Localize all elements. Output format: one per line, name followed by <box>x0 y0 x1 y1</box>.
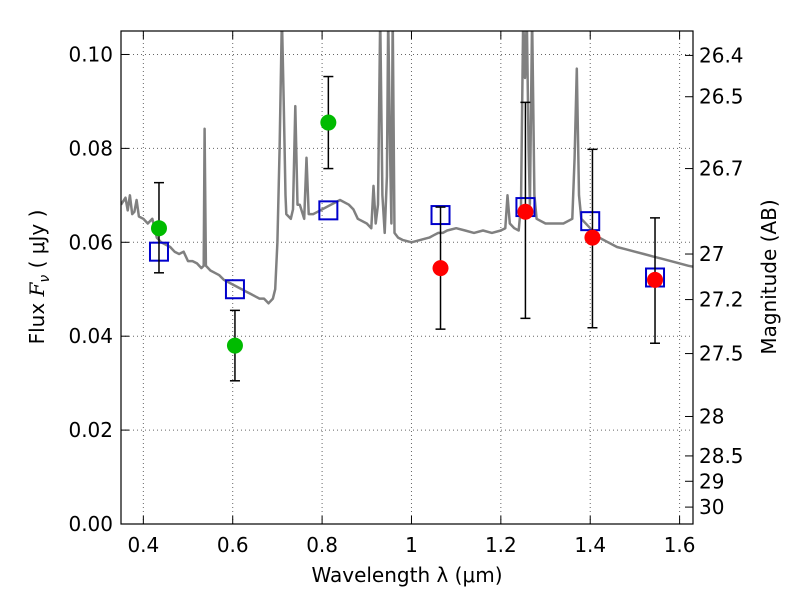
right-tick-label: 28 <box>699 404 724 428</box>
observed_nir-point <box>647 271 664 288</box>
right-tick-label: 30 <box>699 495 724 519</box>
right-tick-label: 28.5 <box>699 444 744 468</box>
marker-layer <box>148 75 666 382</box>
right-tick-label: 27.5 <box>699 342 744 366</box>
x-tick-label: 0.4 <box>127 533 159 557</box>
plot-frame <box>120 30 694 525</box>
x-tick-label: 1 <box>405 533 418 557</box>
model-photometry-square <box>224 279 245 300</box>
observed_nir-point <box>432 260 449 277</box>
x-tick-label: 0.6 <box>217 533 249 557</box>
y-tick-label: 0.00 <box>68 512 113 536</box>
x-tick-label: 1.4 <box>574 533 606 557</box>
y-axis-title-prefix: Flux <box>25 296 49 344</box>
model-photometry-square <box>318 200 339 221</box>
right-tick-label: 27 <box>699 242 724 266</box>
y-axis-title-suffix: ( μJy ) <box>25 210 49 275</box>
observed_nir-point <box>584 229 601 246</box>
y-tick-label: 0.06 <box>68 230 113 254</box>
plot-background <box>121 31 693 524</box>
y-tick-label: 0.04 <box>68 324 113 348</box>
right-tick-label: 29 <box>699 469 724 493</box>
y-tick-label: 0.08 <box>68 136 113 160</box>
right-axis-title: Magnitude (AB) <box>757 199 781 354</box>
y-axis-title: Flux Fν ( μJy ) <box>25 210 53 345</box>
right-tick-label: 26.5 <box>699 85 744 109</box>
y-tick-label: 0.02 <box>68 418 113 442</box>
observed_optical-point <box>320 114 337 131</box>
y-tick-label: 0.10 <box>68 42 113 66</box>
right-tick-label: 27.2 <box>699 288 744 312</box>
x-tick-label: 1.2 <box>485 533 517 557</box>
x-axis-title: Wavelength λ (μm) <box>311 563 502 587</box>
x-tick-label: 1.6 <box>664 533 696 557</box>
x-tick-label: 0.8 <box>306 533 338 557</box>
observed_optical-point <box>150 220 167 237</box>
y-axis-title-subscript: ν <box>37 275 53 283</box>
right-tick-label: 26.4 <box>699 43 744 67</box>
axes: 0.4 0.6 0.8 1 1.2 1.4 1.6 0.00 0.02 0.04 0.06 0.08 0… <box>68 31 744 557</box>
right-tick-label: 26.7 <box>699 157 744 181</box>
observed_nir-point <box>517 203 534 220</box>
y-axis-title-symbol: F <box>25 281 49 297</box>
model-spectrum-line <box>121 31 693 305</box>
plot-area <box>121 31 693 305</box>
observed_optical-point <box>226 337 243 354</box>
